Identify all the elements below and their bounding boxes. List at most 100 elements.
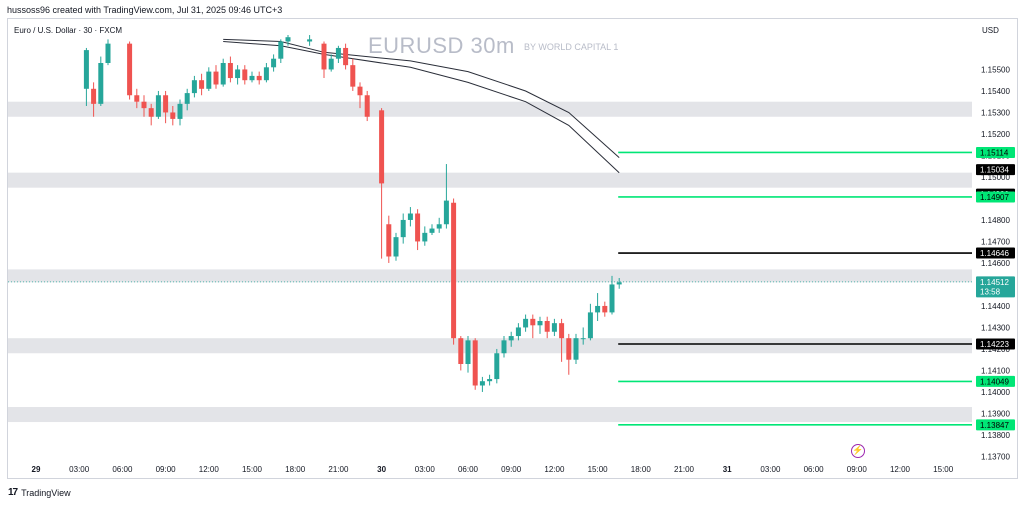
- y-tick-label: 1.15000: [981, 173, 1010, 182]
- x-tick-label: 09:00: [847, 465, 868, 474]
- bullish-candle: [206, 71, 212, 89]
- x-tick-label: 30: [377, 465, 386, 474]
- currency-label[interactable]: USD: [982, 26, 999, 35]
- price-label-box: [976, 247, 1015, 259]
- bullish-candle: [595, 305, 601, 313]
- y-tick-label: 1.15500: [981, 65, 1010, 74]
- price-label: 1.15114: [980, 148, 1009, 157]
- price-label: 1.14049: [980, 377, 1009, 386]
- y-tick-label: 1.15300: [981, 108, 1010, 117]
- bullish-candle: [278, 41, 284, 59]
- y-tick-label: 1.14700: [981, 237, 1010, 246]
- y-tick-label: 1.14100: [981, 366, 1010, 375]
- bearish-candle: [256, 75, 262, 81]
- bearish-candle: [213, 71, 219, 85]
- x-tick-label: 31: [723, 465, 732, 474]
- bearish-candle: [458, 338, 464, 364]
- bearish-candle: [386, 224, 392, 257]
- price-label: 1.13847: [980, 421, 1009, 430]
- price-label-box: [976, 146, 1015, 158]
- footer-branding: 17 TradingView: [8, 487, 71, 498]
- y-tick-label: 1.13700: [981, 452, 1010, 461]
- bullish-candle: [328, 58, 334, 70]
- x-tick-label: 15:00: [242, 465, 263, 474]
- x-tick-label: 06:00: [804, 465, 825, 474]
- bullish-candle: [235, 69, 241, 79]
- bullish-candle: [249, 75, 255, 81]
- symbol-legend[interactable]: Euro / U.S. Dollar · 30 · FXCM: [14, 26, 123, 35]
- bullish-candle: [155, 95, 161, 117]
- bullish-candle: [393, 237, 399, 257]
- chart-caption: hussoss96 created with TradingView.com, …: [7, 5, 283, 15]
- bearish-candle: [559, 323, 565, 339]
- y-tick-label: 1.13900: [981, 409, 1010, 418]
- bullish-candle: [465, 340, 471, 364]
- bearish-candle: [602, 305, 608, 313]
- bullish-candle: [191, 80, 197, 94]
- bearish-candle: [357, 86, 363, 96]
- symbol-watermark: EURUSD 30m: [368, 33, 515, 58]
- bullish-candle: [436, 224, 442, 229]
- bearish-candle: [242, 69, 248, 81]
- bullish-candle: [307, 39, 313, 42]
- price-label: 1.15034: [980, 166, 1009, 175]
- bullish-candle: [177, 103, 183, 119]
- x-tick-label: 18:00: [285, 465, 306, 474]
- bearish-candle: [530, 318, 536, 326]
- bearish-candle: [91, 88, 97, 104]
- bearish-candle: [199, 80, 205, 89]
- bullish-candle: [616, 282, 622, 285]
- y-tick-label: 1.14400: [981, 302, 1010, 311]
- x-tick-label: 06:00: [112, 465, 133, 474]
- bearish-candle: [415, 213, 421, 242]
- bullish-candle: [494, 353, 500, 380]
- x-tick-label: 12:00: [199, 465, 220, 474]
- tradingview-logo-icon: 17: [8, 487, 18, 498]
- price-label: 1.14512: [980, 278, 1009, 287]
- x-tick-label: 12:00: [890, 465, 911, 474]
- bearish-candle: [321, 43, 327, 70]
- bullish-candle: [523, 318, 529, 328]
- bullish-candle: [400, 219, 406, 238]
- bullish-candle: [551, 323, 557, 332]
- bearish-candle: [127, 43, 133, 96]
- bearish-candle: [170, 112, 176, 119]
- support-resistance-zone: [8, 101, 972, 117]
- y-tick-label: 1.13800: [981, 431, 1010, 440]
- bullish-candle: [83, 50, 89, 89]
- bearish-candle: [364, 95, 370, 117]
- bullish-candle: [508, 336, 514, 341]
- x-tick-label: 03:00: [415, 465, 436, 474]
- bullish-candle: [573, 338, 579, 360]
- bullish-candle: [422, 232, 428, 242]
- bullish-candle: [443, 200, 449, 225]
- bullish-candle: [487, 379, 493, 382]
- bearish-candle: [343, 47, 349, 66]
- bullish-candle: [501, 340, 507, 354]
- price-label-box: [976, 276, 1015, 298]
- y-tick-label: 1.14800: [981, 216, 1010, 225]
- support-resistance-zone: [8, 269, 972, 283]
- price-label: 1.14907: [980, 193, 1009, 202]
- bearish-candle: [148, 108, 154, 117]
- bullish-candle: [407, 213, 413, 220]
- bullish-candle: [220, 63, 226, 85]
- y-tick-label: 1.15200: [981, 130, 1010, 139]
- bullish-candle: [263, 67, 269, 81]
- x-tick-label: 21:00: [328, 465, 349, 474]
- bearish-candle: [163, 95, 169, 113]
- x-tick-label: 03:00: [760, 465, 781, 474]
- bearish-candle: [227, 63, 233, 79]
- watermark-subtitle: BY WORLD CAPITAL 1: [524, 42, 619, 52]
- bullish-candle: [335, 47, 341, 59]
- price-label-box: [976, 164, 1015, 176]
- support-resistance-zone: [8, 407, 972, 423]
- support-resistance-zone: [8, 172, 972, 188]
- x-tick-label: 15:00: [588, 465, 609, 474]
- bullish-candle: [429, 228, 435, 233]
- lightning-alert-icon[interactable]: ⚡: [851, 444, 865, 458]
- bearish-candle: [566, 338, 572, 360]
- price-label-box: [976, 419, 1015, 431]
- x-tick-label: 18:00: [631, 465, 652, 474]
